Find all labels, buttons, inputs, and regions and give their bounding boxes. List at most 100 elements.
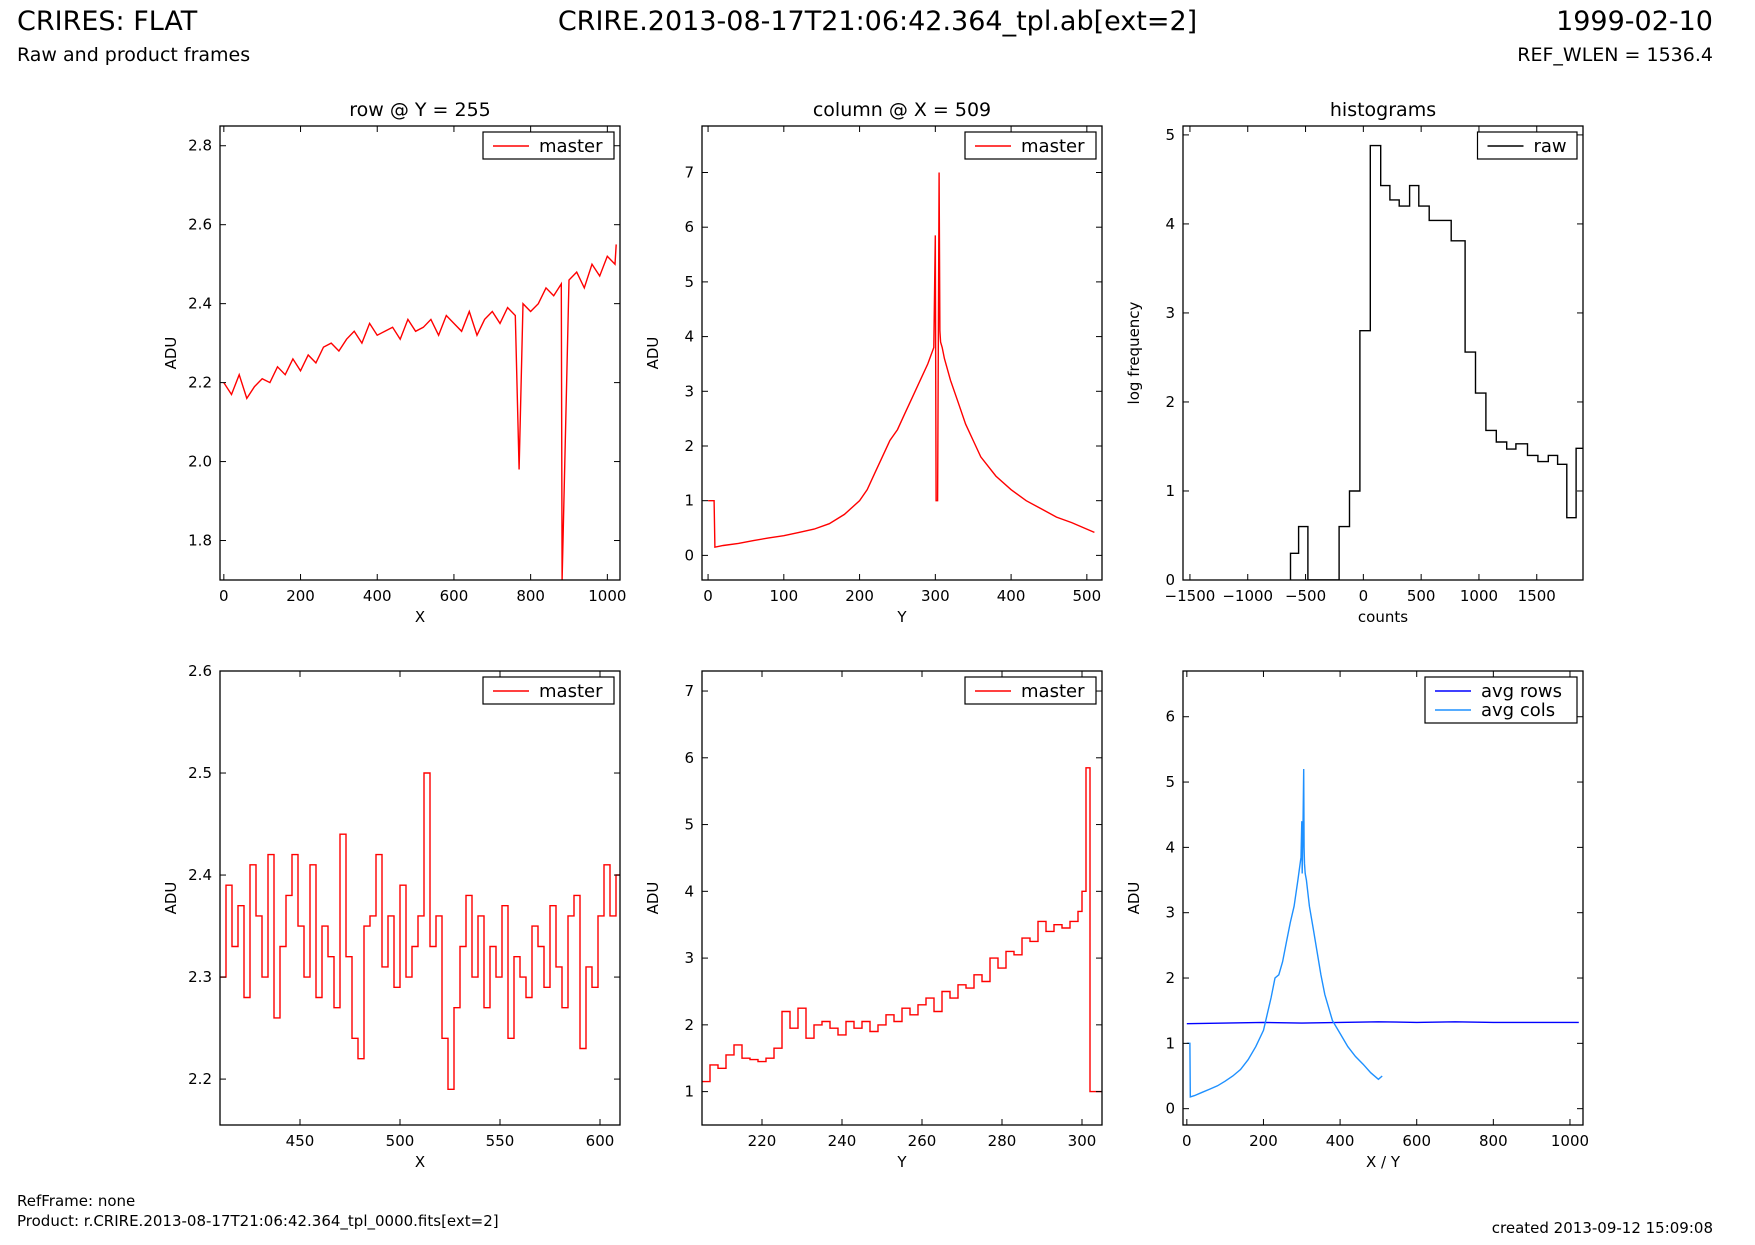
legend: master	[964, 131, 1097, 160]
x-tick-label: 400	[363, 587, 392, 605]
series-line-avg-rows	[1186, 1021, 1579, 1025]
y-tick-label: 1.8	[188, 532, 212, 550]
y-axis-label: ADU	[644, 882, 662, 915]
y-tick-label: 3	[1165, 304, 1175, 322]
y-tick-label: 4	[684, 328, 694, 346]
y-tick-label: 2.2	[188, 1070, 212, 1088]
series-line-master	[220, 772, 620, 1090]
y-tick-label: 5	[1165, 126, 1175, 144]
x-tick-label: 450	[286, 1132, 315, 1150]
y-tick-label: 1	[1165, 1034, 1175, 1052]
x-tick-label: 400	[997, 587, 1026, 605]
x-tick-label: 800	[1479, 1132, 1508, 1150]
y-tick-label: 2.5	[188, 764, 212, 782]
x-tick-label: 1000	[1460, 587, 1498, 605]
plot-panel-1: 0 200 400 600 800 1000 1.8 2.0 2.2 2.4 2.6 2.8 row @…	[162, 99, 626, 626]
x-tick-label: 220	[748, 1132, 777, 1150]
y-tick-label: 1	[684, 1083, 694, 1101]
legend: raw	[1476, 131, 1578, 160]
y-tick-label: 6	[684, 749, 694, 767]
x-tick-label: 500	[1407, 587, 1436, 605]
x-tick-label: −500	[1285, 587, 1326, 605]
x-tick-label: 400	[1326, 1132, 1355, 1150]
plot-panel-4: 450 500 550 600 2.2 2.3 2.4 2.5 2.6 X ADU master	[162, 662, 621, 1171]
file-name: CRIRE.2013-08-17T21:06:42.364_tpl.ab[ext…	[557, 6, 1198, 37]
x-tick-label: −1000	[1222, 587, 1273, 605]
x-tick-label: 100	[769, 587, 798, 605]
legend-label: raw	[1534, 136, 1567, 157]
page-title: CRIRES: FLAT	[17, 6, 198, 37]
y-tick-label: 1	[1165, 482, 1175, 500]
series-line-avg-cols	[1186, 768, 1383, 1098]
y-tick-label: 3	[684, 382, 694, 400]
legend-box	[1424, 676, 1578, 724]
plot-frame	[219, 670, 621, 1126]
y-axis-label: ADU	[1125, 882, 1143, 915]
y-tick-label: 0	[1165, 1100, 1175, 1118]
legend: master	[964, 676, 1097, 705]
created-note: created 2013-09-12 15:09:08	[1491, 1219, 1713, 1237]
x-tick-label: 600	[440, 587, 469, 605]
plot-panel-3: −1500 −1000 −500 0 500 1000 1500 0 1 2 3 4 5 histogra…	[1125, 99, 1584, 626]
x-tick-label: 280	[988, 1132, 1017, 1150]
x-tick-label: 200	[286, 587, 315, 605]
x-tick-label: 550	[486, 1132, 515, 1150]
x-tick-label: 1000	[588, 587, 626, 605]
y-tick-label: 7	[684, 163, 694, 181]
x-tick-label: 1000	[1551, 1132, 1589, 1150]
page-subtitle: Raw and product frames	[17, 44, 251, 66]
y-tick-label: 6	[1165, 708, 1175, 726]
plot-frame	[701, 125, 1103, 581]
y-tick-label: 2.6	[188, 662, 212, 680]
y-tick-label: 1	[684, 492, 694, 510]
y-tick-label: 2	[684, 437, 694, 455]
legend-label: avg cols	[1481, 700, 1555, 721]
y-tick-label: 2	[1165, 969, 1175, 987]
x-tick-label: 200	[1249, 1132, 1278, 1150]
y-tick-label: 2.0	[188, 453, 212, 471]
y-tick-label: 4	[684, 882, 694, 900]
x-axis-label: Y	[896, 1153, 907, 1171]
x-axis-label: X	[415, 1153, 425, 1171]
y-tick-label: 0	[1165, 571, 1175, 589]
ref-frame-note: RefFrame: none	[17, 1192, 136, 1210]
x-tick-label: −1500	[1165, 587, 1216, 605]
plot-panel-5: 220 240 260 280 300 1 2 3 4 5 6 7 Y ADU master	[644, 670, 1103, 1171]
ref-wavelength: REF_WLEN = 1536.4	[1517, 44, 1713, 66]
series-line-master	[223, 244, 617, 580]
x-tick-label: 0	[1359, 587, 1369, 605]
y-tick-label: 4	[1165, 215, 1175, 233]
x-tick-label: 500	[1073, 587, 1102, 605]
x-tick-label: 800	[516, 587, 545, 605]
y-tick-label: 2.4	[188, 866, 212, 884]
x-tick-label: 240	[828, 1132, 857, 1150]
y-tick-label: 6	[684, 218, 694, 236]
x-tick-label: 0	[219, 587, 229, 605]
legend-label: master	[1021, 136, 1085, 157]
series-line-raw	[1289, 144, 1583, 580]
y-axis-label: ADU	[162, 882, 180, 915]
x-axis-label: X / Y	[1366, 1153, 1401, 1171]
x-tick-label: 600	[586, 1132, 615, 1150]
x-tick-label: 500	[386, 1132, 415, 1150]
product-note: Product: r.CRIRE.2013-08-17T21:06:42.364…	[17, 1212, 499, 1230]
x-axis-label: X	[415, 608, 425, 626]
series-line-master	[702, 767, 1102, 1093]
y-axis-label: ADU	[162, 337, 180, 370]
y-tick-label: 2.8	[188, 137, 212, 155]
legend-label: master	[539, 681, 603, 702]
obs-date: 1999-02-10	[1556, 6, 1713, 37]
y-tick-label: 5	[1165, 773, 1175, 791]
y-tick-label: 4	[1165, 838, 1175, 856]
plot-panel-6: 0 200 400 600 800 1000 0 1 2 3 4 5 6 X / Y ADU avg rows…	[1125, 670, 1589, 1171]
plot-frame	[701, 670, 1103, 1126]
y-tick-label: 2.6	[188, 216, 212, 234]
plot-frame	[1182, 670, 1584, 1126]
x-tick-label: 0	[1182, 1132, 1192, 1150]
y-tick-label: 3	[684, 949, 694, 967]
x-axis-label: Y	[896, 608, 907, 626]
y-tick-label: 2	[1165, 393, 1175, 411]
x-tick-label: 260	[908, 1132, 937, 1150]
